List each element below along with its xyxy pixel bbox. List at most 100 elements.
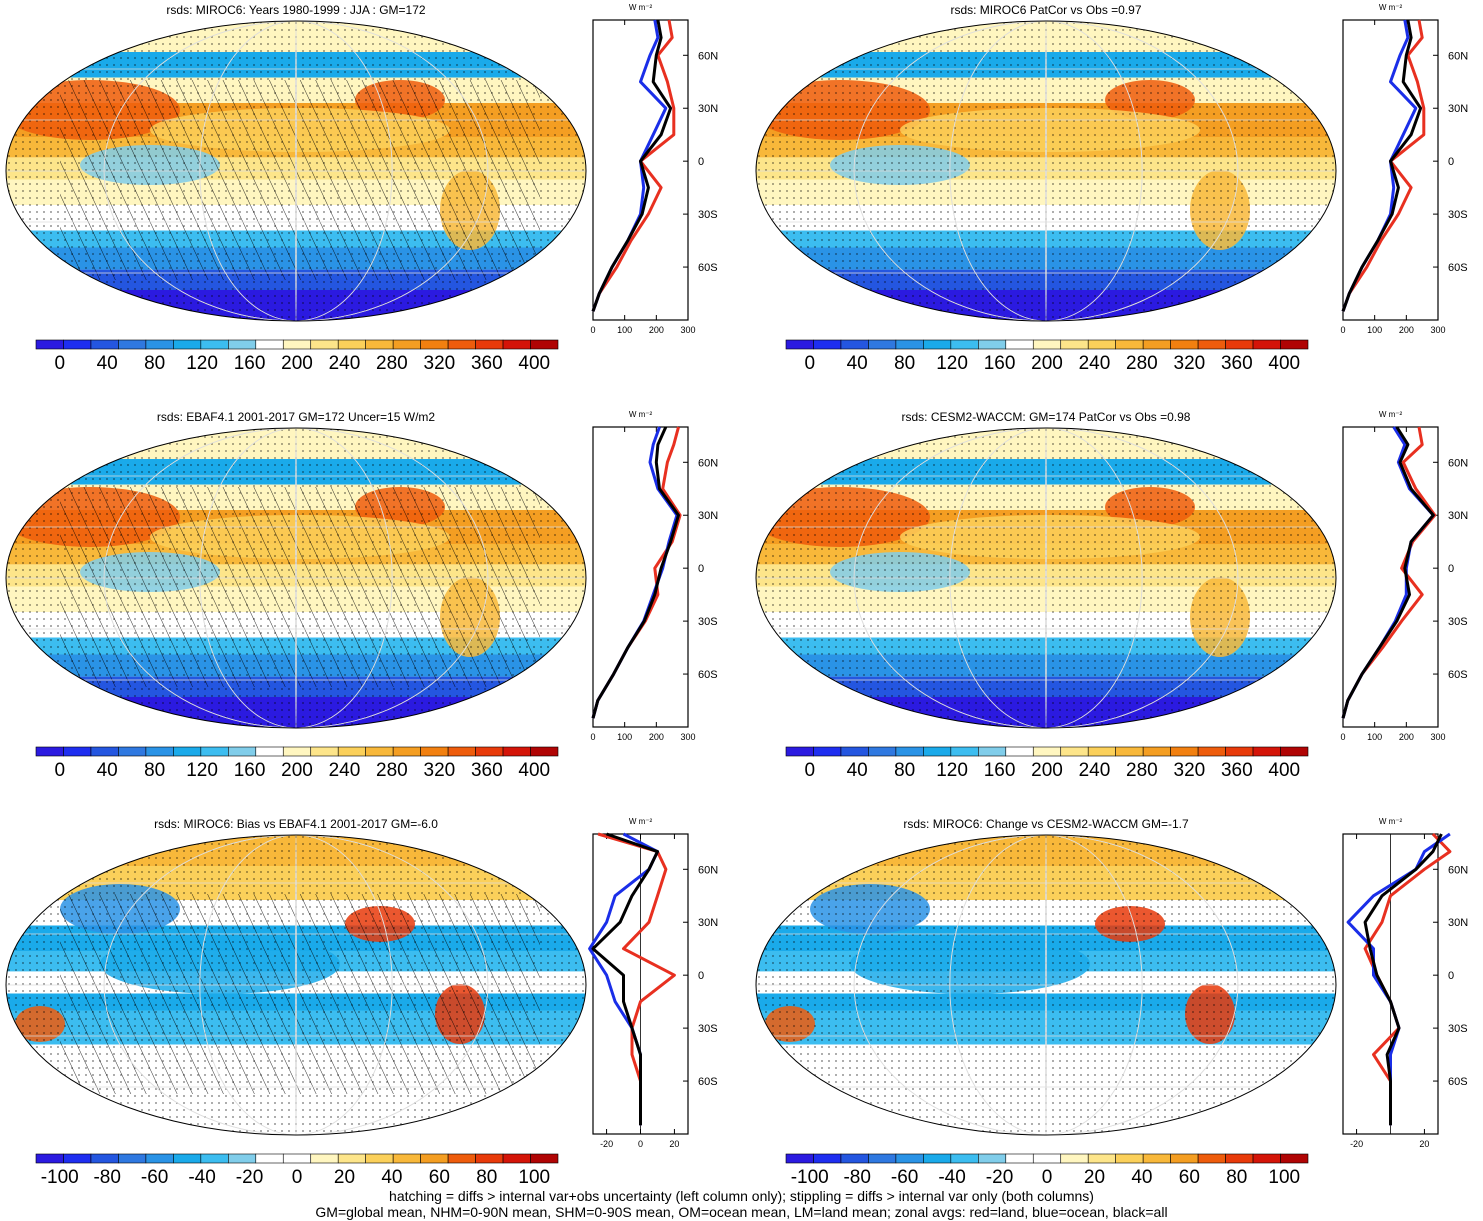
- colorbar-label: 100: [1268, 1167, 1300, 1186]
- colorbar-label: -100: [41, 1167, 79, 1186]
- colorbar-label: 320: [424, 353, 456, 374]
- colorbar-label: 280: [376, 760, 408, 781]
- map: 0 40 80 120 160 200 240 280 320 360 400 W m⁻² 0 100 20…: [755, 410, 1468, 781]
- colorbar-swatch: [813, 746, 842, 757]
- colorbar-swatch: [200, 339, 229, 350]
- map-meridian: [1045, 835, 1047, 1135]
- colorbar-swatch: [118, 1153, 147, 1164]
- colorbar-label: 400: [518, 760, 550, 781]
- zonal-series-line: [591, 426, 680, 719]
- colorbar-label: 80: [144, 353, 165, 374]
- colorbar-label: 80: [476, 1167, 497, 1186]
- colorbar-swatch: [1032, 1153, 1062, 1164]
- colorbar-label: 40: [1131, 1167, 1152, 1186]
- colorbar-label: 100: [518, 1167, 550, 1186]
- zonal-xtick-label: 100: [1367, 732, 1382, 742]
- map: -100 -80 -60 -40 -20 0 20 40 60 80 100 W m⁻² -20 0 20 6…: [5, 817, 718, 1188]
- colorbar-swatch: [1170, 746, 1199, 757]
- zonal-xtick-label: -20: [1350, 1139, 1363, 1149]
- zonal-frame: [1342, 19, 1439, 321]
- colorbar-swatch: [420, 746, 449, 757]
- zonal-lat-label: 30S: [698, 209, 718, 221]
- zonal-series-line: [591, 19, 676, 312]
- colorbar-swatch: [923, 746, 952, 757]
- zonal-frame: [592, 19, 689, 321]
- colorbar-label: 120: [186, 353, 218, 374]
- colorbar-swatch: [868, 1153, 897, 1164]
- colorbar-swatch: [447, 339, 476, 350]
- zonal-xtick-label: -20: [600, 1139, 613, 1149]
- colorbar-swatch: [255, 339, 284, 350]
- colorbar-label: 0: [292, 1167, 303, 1186]
- colorbar-swatch: [785, 339, 814, 350]
- map-border: [5, 427, 587, 729]
- panel-title: rsds: MIROC6: Bias vs EBAF4.1 2001-2017 …: [154, 817, 438, 831]
- colorbar-swatch: [282, 1153, 312, 1164]
- colorbar-swatch: [337, 339, 366, 350]
- map-field: [756, 21, 1336, 321]
- colorbar-swatch: [978, 1153, 1007, 1164]
- zonal-xtick-label: 0: [638, 1139, 643, 1149]
- colorbar-label: 120: [186, 760, 218, 781]
- colorbar-swatch: [255, 746, 284, 757]
- colorbar-label: 40: [847, 353, 868, 374]
- map-meridian: [103, 21, 489, 321]
- panel-title: rsds: MIROC6: Change vs CESM2-WACCM GM=-…: [903, 817, 1189, 831]
- panel-miroc6-change: rsds: MIROC6: Change vs CESM2-WACCM GM=-…: [750, 814, 1483, 1188]
- zonal-lat-label: 0: [698, 563, 704, 575]
- colorbar-label: 280: [376, 353, 408, 374]
- panel-cesm2-waccm: rsds: CESM2-WACCM: GM=174 PatCor vs Obs …: [750, 407, 1483, 807]
- zonal-lat-label: 0: [1448, 156, 1454, 168]
- colorbar-label: 160: [234, 760, 266, 781]
- footer-line-1: hatching = diffs > internal var+obs unce…: [389, 1188, 1094, 1204]
- map-border: [755, 20, 1337, 322]
- colorbar-swatch: [90, 1153, 119, 1164]
- map-meridian: [199, 835, 393, 1135]
- panel-miroc6-bias: rsds: MIROC6: Bias vs EBAF4.1 2001-2017 …: [0, 814, 720, 1188]
- colorbar-label: 0: [1042, 1167, 1053, 1186]
- zonal-lat-label: 30S: [1448, 1023, 1468, 1035]
- colorbar-swatch: [1060, 1153, 1089, 1164]
- map-meridian: [949, 835, 1143, 1135]
- colorbar-swatch: [337, 1153, 366, 1164]
- colorbar-label: 0: [804, 760, 815, 781]
- colorbar-swatch: [255, 1153, 284, 1164]
- colorbar-swatch: [895, 746, 924, 757]
- map-field: [756, 835, 1336, 1135]
- colorbar-swatch: [1170, 1153, 1199, 1164]
- panel-title: rsds: MIROC6: Years 1980-1999 : JJA : GM…: [166, 3, 426, 17]
- colorbar-swatch: [923, 1153, 952, 1164]
- zonal-lat-label: 0: [1448, 563, 1454, 575]
- colorbar-label: -80: [843, 1167, 870, 1186]
- colorbar-label: 400: [518, 353, 550, 374]
- colorbar-swatch: [530, 339, 559, 350]
- colorbar-swatch: [1170, 339, 1199, 350]
- colorbar-swatch: [173, 1153, 202, 1164]
- panel-title: rsds: MIROC6 PatCor vs Obs =0.97: [950, 3, 1142, 17]
- colorbar-swatch: [173, 339, 202, 350]
- colorbar-label: -40: [938, 1167, 965, 1186]
- colorbar-swatch: [1225, 1153, 1254, 1164]
- colorbar-swatch: [1005, 746, 1034, 757]
- colorbar-swatch: [447, 746, 476, 757]
- colorbar: 0 40 80 120 160 200 240 280 320 360 400: [35, 746, 559, 781]
- colorbar-swatch: [420, 339, 449, 350]
- zonal-xtick-label: 200: [649, 325, 664, 335]
- map-meridian: [295, 21, 297, 321]
- colorbar-swatch: [813, 1153, 842, 1164]
- map-meridian: [103, 835, 489, 1135]
- colorbar-label: 80: [894, 760, 915, 781]
- stippling: [756, 835, 1336, 1135]
- colorbar-label: 80: [1226, 1167, 1247, 1186]
- colorbar-swatch: [1197, 1153, 1226, 1164]
- hatching: [60, 80, 540, 280]
- zonal-lat-label: 30S: [698, 616, 718, 628]
- colorbar-label: 160: [984, 353, 1016, 374]
- panel-title: rsds: EBAF4.1 2001-2017 GM=172 Uncer=15 …: [156, 410, 436, 424]
- hatching: [60, 487, 540, 687]
- zonal-lat-label: 0: [698, 970, 704, 982]
- colorbar-swatch: [392, 1153, 421, 1164]
- colorbar-swatch: [868, 339, 897, 350]
- colorbar-swatch: [63, 746, 92, 757]
- zonal-xtick-label: 0: [590, 732, 595, 742]
